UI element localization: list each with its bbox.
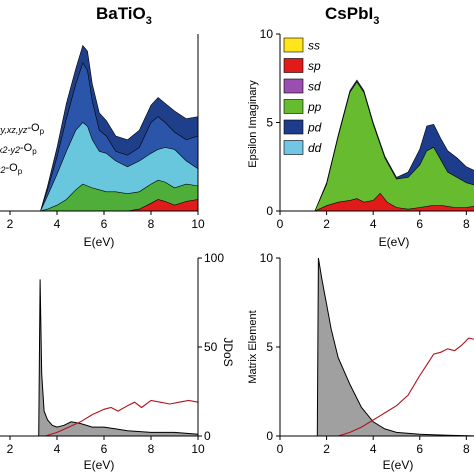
- legend-swatch-sp: [283, 58, 304, 73]
- legend-label-ss: ss: [308, 39, 320, 53]
- batio3-title: BaTiO3: [96, 4, 152, 27]
- y-tick-label-0: 0: [204, 429, 211, 443]
- x-tick-label-8: 8: [148, 217, 155, 231]
- cspbi3-jdos-panel: 0 2 4 6 8 0 5 10 E(eV) Matrix Element: [247, 251, 474, 472]
- x-tick-label-2: 2: [7, 217, 14, 231]
- x-tick-label-8: 8: [463, 217, 470, 231]
- y-tick-label-5: 5: [266, 340, 273, 354]
- cspbi3-legend: ss sp sd pp pd dd: [283, 37, 322, 155]
- x-tick-label-4: 4: [54, 217, 61, 231]
- x-tick-label-2: 2: [323, 442, 330, 456]
- legend-label-pd: pd: [307, 121, 322, 135]
- legend-label-sd: sd: [308, 80, 321, 94]
- legend-label-sp: sp: [308, 59, 321, 73]
- batio3-jdos-panel: 2 4 6 8 10 0 50 100 E(eV) JDoS: [0, 251, 235, 472]
- y-tick-label-0: 0: [266, 204, 273, 218]
- p1-x-label: E(eV): [84, 235, 115, 249]
- legend-label-pp: pp: [307, 100, 322, 114]
- batio3-jdos-area: [38, 279, 199, 437]
- legend-swatch-dd: [283, 140, 304, 155]
- x-tick-label-10: 10: [191, 442, 205, 456]
- x-tick-label-4: 4: [370, 217, 377, 231]
- cspbi3-eps-sp-layer: [314, 192, 474, 212]
- x-tick-label-0: 0: [277, 217, 284, 231]
- cspbi3-jdos-area: [316, 257, 474, 437]
- y-tick-label-10: 10: [260, 27, 274, 41]
- p4-x-label: E(eV): [383, 458, 414, 472]
- x-tick-label-0: 0: [277, 442, 284, 456]
- x-tick-label-4: 4: [370, 442, 377, 456]
- p2-x-label: E(eV): [379, 235, 410, 249]
- p2-y-label: Epsilon Imaginary: [247, 80, 259, 168]
- annotation-xy-xz-yz: xy,xz,yz-Op: [0, 122, 45, 136]
- legend-swatch-pp: [283, 99, 304, 114]
- x-tick-label-8: 8: [148, 442, 155, 456]
- x-tick-label-8: 8: [463, 442, 470, 456]
- x-tick-label-6: 6: [416, 217, 423, 231]
- x-tick-label-6: 6: [101, 217, 108, 231]
- p3-y-label: JDoS: [221, 337, 235, 366]
- y-tick-label-5: 5: [266, 116, 273, 130]
- x-tick-label-6: 6: [101, 442, 108, 456]
- x-tick-label-6: 6: [416, 442, 423, 456]
- legend-swatch-sd: [283, 78, 304, 94]
- batio3-orbital-annotations: xy,xz,yz-Op x2-y2-Op z2-Op: [0, 122, 45, 176]
- cspbi3-matrix-element-line: [338, 337, 474, 437]
- legend-swatch-ss: [283, 37, 304, 53]
- legend-swatch-pd: [283, 119, 304, 135]
- x-tick-label-4: 4: [54, 442, 61, 456]
- x-tick-label-2: 2: [7, 442, 14, 456]
- p4-y-label: Matrix Element: [247, 310, 259, 383]
- p3-x-label: E(eV): [84, 458, 115, 472]
- x-tick-label-10: 10: [191, 217, 205, 231]
- legend-label-dd: dd: [308, 141, 322, 155]
- y-tick-label-0: 0: [266, 429, 273, 443]
- x-tick-label-2: 2: [323, 217, 330, 231]
- batio3-epsilon-panel: 2 4 6 8 10 E(eV) xy,xz,yz-Op x2-y2-Op z2-Op: [0, 34, 205, 249]
- cspbi3-title: CsPbI3: [325, 4, 379, 27]
- y-tick-label-10: 10: [260, 251, 274, 265]
- annotation-z2: z2-Op: [0, 162, 23, 176]
- y-tick-label-50: 50: [204, 340, 218, 354]
- annotation-x2-y2: x2-y2-Op: [0, 142, 37, 156]
- cspbi3-eps-pp-layer: [314, 81, 474, 212]
- batio3-matrix-element-line: [45, 399, 199, 437]
- y-tick-label-100: 100: [204, 251, 224, 265]
